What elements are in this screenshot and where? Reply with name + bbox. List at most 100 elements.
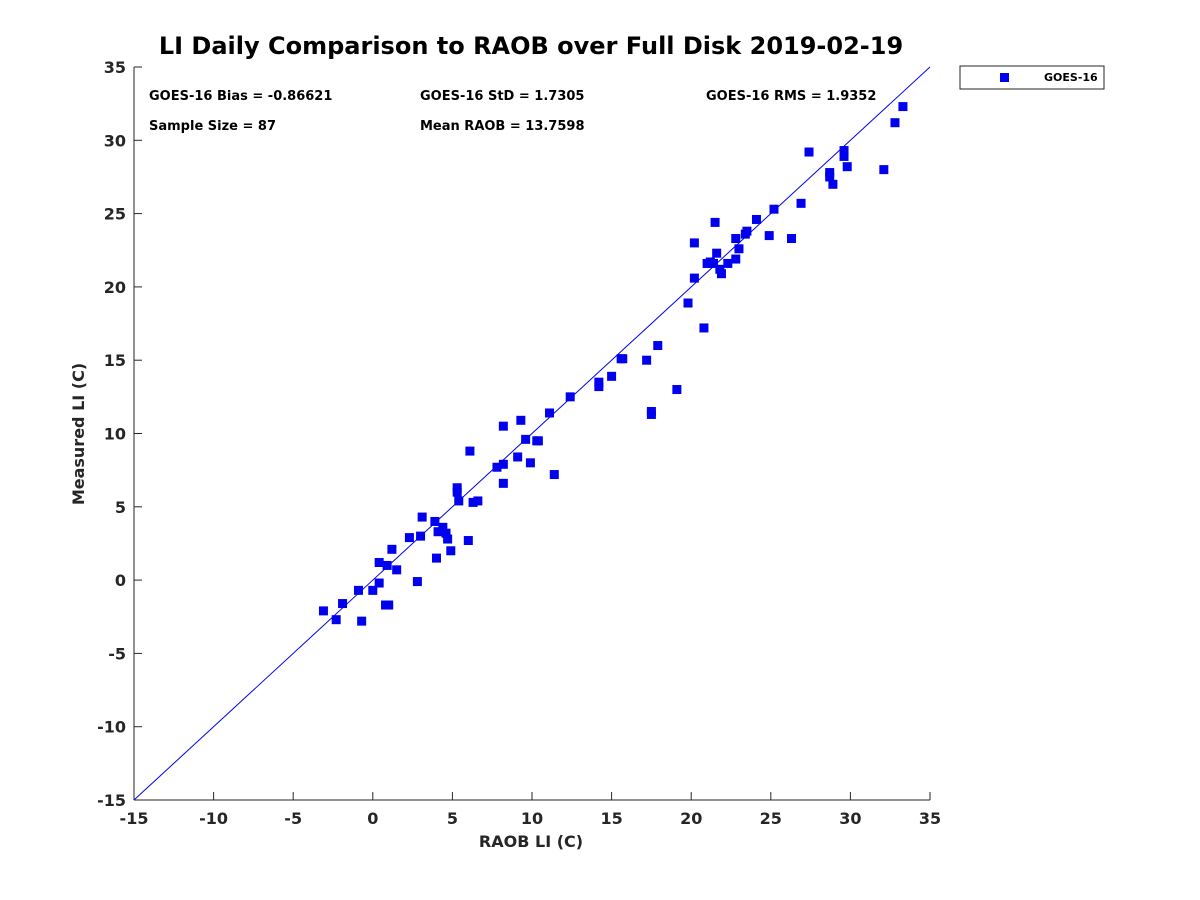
data-point [689, 238, 699, 248]
x-tick-label: 0 [367, 809, 378, 828]
y-tick-label: 30 [104, 131, 126, 150]
legend-label-goes16: GOES-16 [1044, 71, 1098, 84]
data-point [416, 531, 426, 541]
data-point [839, 146, 849, 156]
data-point [646, 409, 656, 419]
std-stat: GOES-16 StD = 1.7305 [420, 89, 584, 104]
data-point [710, 217, 720, 227]
x-tick-label: 25 [760, 809, 782, 828]
data-point [498, 478, 508, 488]
data-point [498, 421, 508, 431]
data-point [734, 244, 744, 254]
data-point [468, 497, 478, 507]
data-point [594, 382, 604, 392]
chart-title: LI Daily Comparison to RAOB over Full Di… [159, 32, 903, 60]
y-axis-ticks: -15 -10 -5 0 5 10 15 20 25 30 35 [97, 58, 142, 810]
data-point [353, 585, 363, 595]
data-point [786, 234, 796, 244]
data-point [683, 298, 693, 308]
data-point [842, 162, 852, 172]
statistics-annotations: GOES-16 Bias = -0.86621 GOES-16 StD = 1.… [149, 89, 876, 134]
y-tick-label: 10 [104, 425, 126, 444]
y-tick-label: -10 [97, 718, 126, 737]
data-point [465, 446, 475, 456]
legend-marker-goes16 [1000, 73, 1009, 82]
data-point [384, 600, 394, 610]
data-point [804, 147, 814, 157]
x-tick-label: 30 [839, 809, 861, 828]
data-point [392, 565, 402, 575]
data-point [374, 578, 384, 588]
data-point [446, 546, 456, 556]
data-point [699, 323, 709, 333]
x-tick-label: 5 [447, 809, 458, 828]
data-point [516, 415, 526, 425]
data-point [463, 536, 473, 546]
data-point [839, 151, 849, 161]
y-tick-label: 20 [104, 278, 126, 297]
data-point [708, 258, 718, 268]
data-point [742, 226, 752, 236]
data-point [382, 560, 392, 570]
data-point [723, 258, 733, 268]
data-point [443, 534, 453, 544]
data-point [712, 248, 722, 258]
x-axis-label: RAOB LI (C) [479, 832, 583, 851]
data-point [545, 408, 555, 418]
x-tick-label: 20 [680, 809, 702, 828]
data-points [318, 102, 908, 626]
x-axis-ticks: -15 -10 -5 0 5 10 15 20 25 30 35 [120, 792, 941, 828]
data-point [368, 585, 378, 595]
data-point [338, 599, 348, 609]
y-tick-label: -5 [108, 644, 126, 663]
legend: GOES-16 [959, 65, 1105, 90]
data-point [825, 172, 835, 182]
y-tick-label: -15 [97, 791, 126, 810]
data-point [331, 615, 341, 625]
data-point [879, 165, 889, 175]
x-tick-label: -10 [199, 809, 228, 828]
data-point [828, 179, 838, 189]
y-tick-label: 35 [104, 58, 126, 77]
data-point [473, 496, 483, 506]
data-point [796, 198, 806, 208]
y-tick-label: 0 [115, 571, 126, 590]
data-point [731, 254, 741, 264]
data-point [374, 558, 384, 568]
data-point [607, 371, 617, 381]
x-tick-label: 15 [600, 809, 622, 828]
data-point [318, 606, 328, 616]
rms-stat: GOES-16 RMS = 1.9352 [706, 89, 876, 104]
data-point [731, 234, 741, 244]
data-point [438, 522, 448, 532]
data-point [689, 273, 699, 283]
y-tick-label: 5 [115, 498, 126, 517]
data-point [716, 269, 726, 279]
data-point [454, 496, 464, 506]
data-point [492, 462, 502, 472]
data-point [433, 527, 443, 537]
bias-stat: GOES-16 Bias = -0.86621 [149, 89, 332, 104]
data-point [653, 341, 663, 351]
data-point [898, 102, 908, 112]
data-point [525, 458, 535, 468]
y-tick-label: 25 [104, 205, 126, 224]
data-point [417, 512, 427, 522]
data-point [521, 434, 531, 444]
data-point [441, 528, 451, 538]
sample-size-stat: Sample Size = 87 [149, 119, 276, 134]
data-point [357, 616, 367, 626]
y-tick-label: 15 [104, 351, 126, 370]
mean-raob-stat: Mean RAOB = 13.7598 [420, 119, 585, 134]
data-point [452, 487, 462, 497]
data-point [533, 436, 543, 446]
data-point [672, 385, 682, 395]
x-tick-label: -5 [284, 809, 302, 828]
data-point [513, 452, 523, 462]
data-point [412, 577, 422, 587]
data-point [404, 533, 414, 543]
x-tick-label: 10 [521, 809, 543, 828]
x-tick-label: 35 [919, 809, 941, 828]
legend-box [959, 65, 1105, 90]
